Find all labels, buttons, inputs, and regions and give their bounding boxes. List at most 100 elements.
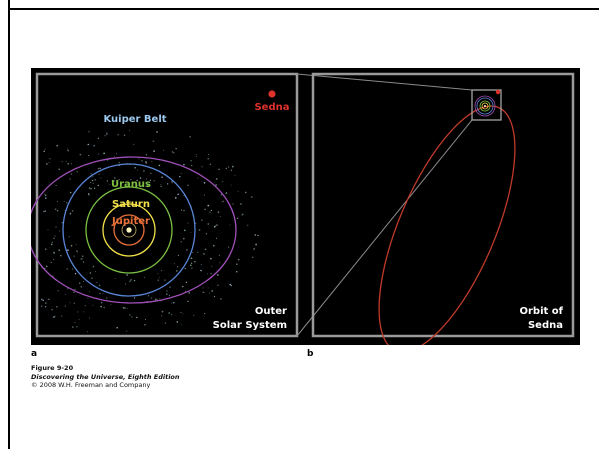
- kuiper-belt-object: [200, 269, 202, 272]
- kuiper-belt-object: [225, 167, 228, 170]
- kuiper-belt-object: [179, 176, 181, 178]
- kuiper-belt-object: [103, 152, 105, 155]
- kuiper-belt-object: [230, 184, 232, 186]
- kuiper-belt-object: [183, 229, 186, 232]
- kuiper-belt-object: [79, 153, 82, 156]
- kuiper-belt-object: [53, 237, 55, 240]
- kuiper-belt-object: [54, 235, 56, 237]
- kuiper-belt-object: [67, 249, 69, 251]
- kuiper-belt-object: [53, 251, 55, 254]
- kuiper-belt-object: [176, 321, 179, 323]
- kuiper-belt-object: [145, 319, 147, 321]
- kuiper-belt-object: [124, 307, 126, 309]
- kuiper-belt-object: [50, 261, 52, 264]
- jupiter-label: Jupiter: [111, 216, 150, 227]
- kuiper-belt-object: [76, 325, 78, 328]
- kuiper-belt-object: [56, 305, 58, 308]
- kuiper-belt-object: [93, 144, 95, 147]
- kuiper-belt-object: [88, 187, 91, 189]
- kuiper-belt-object: [213, 295, 216, 298]
- kuiper-belt-object: [139, 177, 142, 179]
- kuiper-belt-object: [130, 178, 132, 181]
- kuiper-belt-object: [187, 184, 189, 187]
- kuiper-belt-object: [79, 282, 81, 284]
- kuiper-belt-object: [195, 222, 197, 224]
- kuiper-belt-object: [237, 258, 240, 261]
- kuiper-belt-object: [46, 163, 48, 165]
- kuiper-belt-object: [94, 179, 96, 181]
- kuiper-belt-object: [136, 316, 138, 319]
- panel-b-title-line-1: Orbit of: [519, 306, 563, 317]
- kuiper-belt-object: [66, 268, 68, 270]
- kuiper-belt-object: [220, 298, 222, 300]
- saturn-orbit: [102, 203, 156, 257]
- panel-a-title-line-1: Outer: [255, 306, 287, 317]
- kuiper-belt-object: [230, 285, 232, 287]
- kuiper-belt-object: [166, 183, 169, 185]
- mini-neptune-orbit: [476, 97, 494, 115]
- figure-number: Figure 9-20: [31, 364, 74, 372]
- kuiper-belt-object: [182, 285, 184, 288]
- kuiper-belt-object: [207, 204, 210, 207]
- kuiper-belt-object: [77, 251, 78, 253]
- kuiper-belt-object: [90, 182, 92, 184]
- kuiper-belt-object: [92, 265, 95, 268]
- kuiper-belt-object: [197, 177, 199, 179]
- kuiper-belt-object: [69, 191, 72, 194]
- kuiper-belt-object: [161, 176, 163, 178]
- kuiper-belt-object: [84, 304, 86, 307]
- kuiper-belt-object: [123, 134, 126, 136]
- kuiper-belt-object: [103, 307, 105, 309]
- frame-left-border: [8, 0, 10, 449]
- kuiper-belt-object: [202, 291, 204, 293]
- kuiper-belt-object: [157, 273, 159, 274]
- kuiper-belt-object: [200, 264, 202, 266]
- sedna-orbit: [378, 105, 516, 345]
- kuiper-belt-object: [88, 290, 91, 292]
- kuiper-belt-object: [231, 165, 234, 168]
- kuiper-belt-object: [187, 222, 189, 224]
- kuiper-belt-object: [70, 173, 72, 175]
- kuiper-belt-object: [193, 314, 195, 316]
- kuiper-belt-object: [52, 316, 55, 318]
- kuiper-belt-object: [240, 203, 242, 205]
- panel-b-border: [311, 72, 575, 338]
- kuiper-belt-object: [58, 168, 61, 171]
- kuiper-belt-object: [217, 211, 220, 214]
- kuiper-belt-object: [185, 281, 188, 284]
- kuiper-belt-object: [215, 225, 217, 227]
- sedna-dot: [268, 90, 276, 98]
- kuiper-belt-object: [171, 313, 173, 315]
- kuiper-belt-object: [177, 266, 179, 268]
- kuiper-belt-object: [250, 196, 253, 198]
- kuiper-belt-object: [203, 194, 205, 196]
- kuiper-belt-object: [180, 324, 182, 326]
- kuiper-belt-object: [97, 137, 100, 140]
- kuiper-belt-object: [168, 312, 171, 314]
- kuiper-belt-object: [96, 282, 98, 284]
- kuiper-belt-object: [218, 254, 221, 257]
- kuiper-belt-object: [211, 290, 214, 292]
- kuiper-belt-object: [101, 302, 103, 304]
- kuiper-belt-object: [131, 316, 133, 318]
- kuiper-belt-object: [88, 154, 90, 157]
- kuiper-belt-object: [124, 283, 127, 285]
- kuiper-belt-object: [217, 284, 219, 286]
- kuiper-belt-object: [48, 161, 50, 163]
- kuiper-belt-object: [220, 194, 223, 196]
- kuiper-belt-object: [164, 279, 166, 281]
- kuiper-belt-object: [181, 209, 183, 211]
- kuiper-belt-object: [138, 158, 140, 160]
- kuiper-belt-object: [86, 331, 89, 333]
- kuiper-belt-object: [97, 184, 99, 187]
- kuiper-belt-object: [56, 209, 59, 212]
- panel-a-letter: a: [31, 349, 38, 359]
- kuiper-belt-object: [49, 157, 51, 160]
- kuiper-belt-object: [82, 261, 85, 263]
- kuiper-belt-object: [71, 210, 74, 212]
- kuiper-belt-object: [60, 254, 62, 257]
- kuiper-belt-object: [174, 197, 177, 199]
- kuiper-belt-object: [190, 262, 193, 264]
- kuiper-belt-object: [189, 136, 191, 138]
- saturn-label: Saturn: [112, 199, 150, 210]
